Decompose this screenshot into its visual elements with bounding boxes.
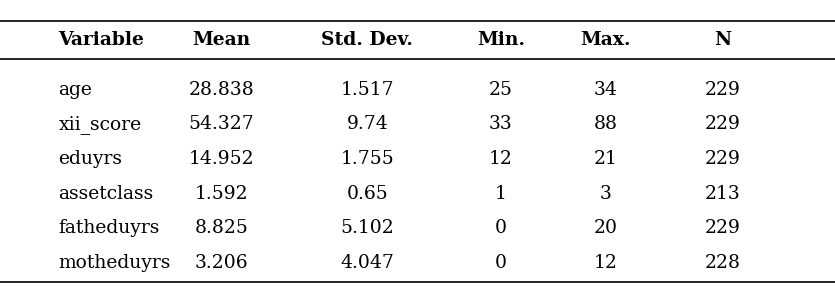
Text: eduyrs: eduyrs [58, 150, 123, 168]
Text: 229: 229 [705, 219, 740, 238]
Text: 3: 3 [600, 185, 611, 203]
Text: 229: 229 [705, 81, 740, 99]
Text: N: N [714, 31, 731, 49]
Text: 3.206: 3.206 [195, 254, 248, 272]
Text: 228: 228 [704, 254, 741, 272]
Text: 8.825: 8.825 [195, 219, 248, 238]
Text: Variable: Variable [58, 31, 144, 49]
Text: 12: 12 [594, 254, 617, 272]
Text: 1: 1 [495, 185, 507, 203]
Text: Mean: Mean [192, 31, 250, 49]
Text: 34: 34 [594, 81, 617, 99]
Text: assetclass: assetclass [58, 185, 154, 203]
Text: 213: 213 [705, 185, 740, 203]
Text: motheduyrs: motheduyrs [58, 254, 171, 272]
Text: 21: 21 [594, 150, 617, 168]
Text: xii_score: xii_score [58, 115, 142, 134]
Text: 28.838: 28.838 [189, 81, 254, 99]
Text: 0: 0 [495, 254, 507, 272]
Text: 229: 229 [705, 150, 740, 168]
Text: 5.102: 5.102 [341, 219, 394, 238]
Text: 88: 88 [594, 115, 617, 133]
Text: 12: 12 [489, 150, 513, 168]
Text: 20: 20 [594, 219, 617, 238]
Text: Max.: Max. [580, 31, 630, 49]
Text: 1.755: 1.755 [341, 150, 394, 168]
Text: 33: 33 [489, 115, 513, 133]
Text: 0: 0 [495, 219, 507, 238]
Text: fatheduyrs: fatheduyrs [58, 219, 159, 238]
Text: 229: 229 [705, 115, 740, 133]
Text: 14.952: 14.952 [189, 150, 254, 168]
Text: 25: 25 [489, 81, 513, 99]
Text: 1.517: 1.517 [341, 81, 394, 99]
Text: 0.65: 0.65 [347, 185, 388, 203]
Text: 9.74: 9.74 [347, 115, 388, 133]
Text: Std. Dev.: Std. Dev. [321, 31, 413, 49]
Text: 4.047: 4.047 [341, 254, 394, 272]
Text: 1.592: 1.592 [195, 185, 248, 203]
Text: Min.: Min. [477, 31, 525, 49]
Text: 54.327: 54.327 [189, 115, 254, 133]
Text: age: age [58, 81, 93, 99]
